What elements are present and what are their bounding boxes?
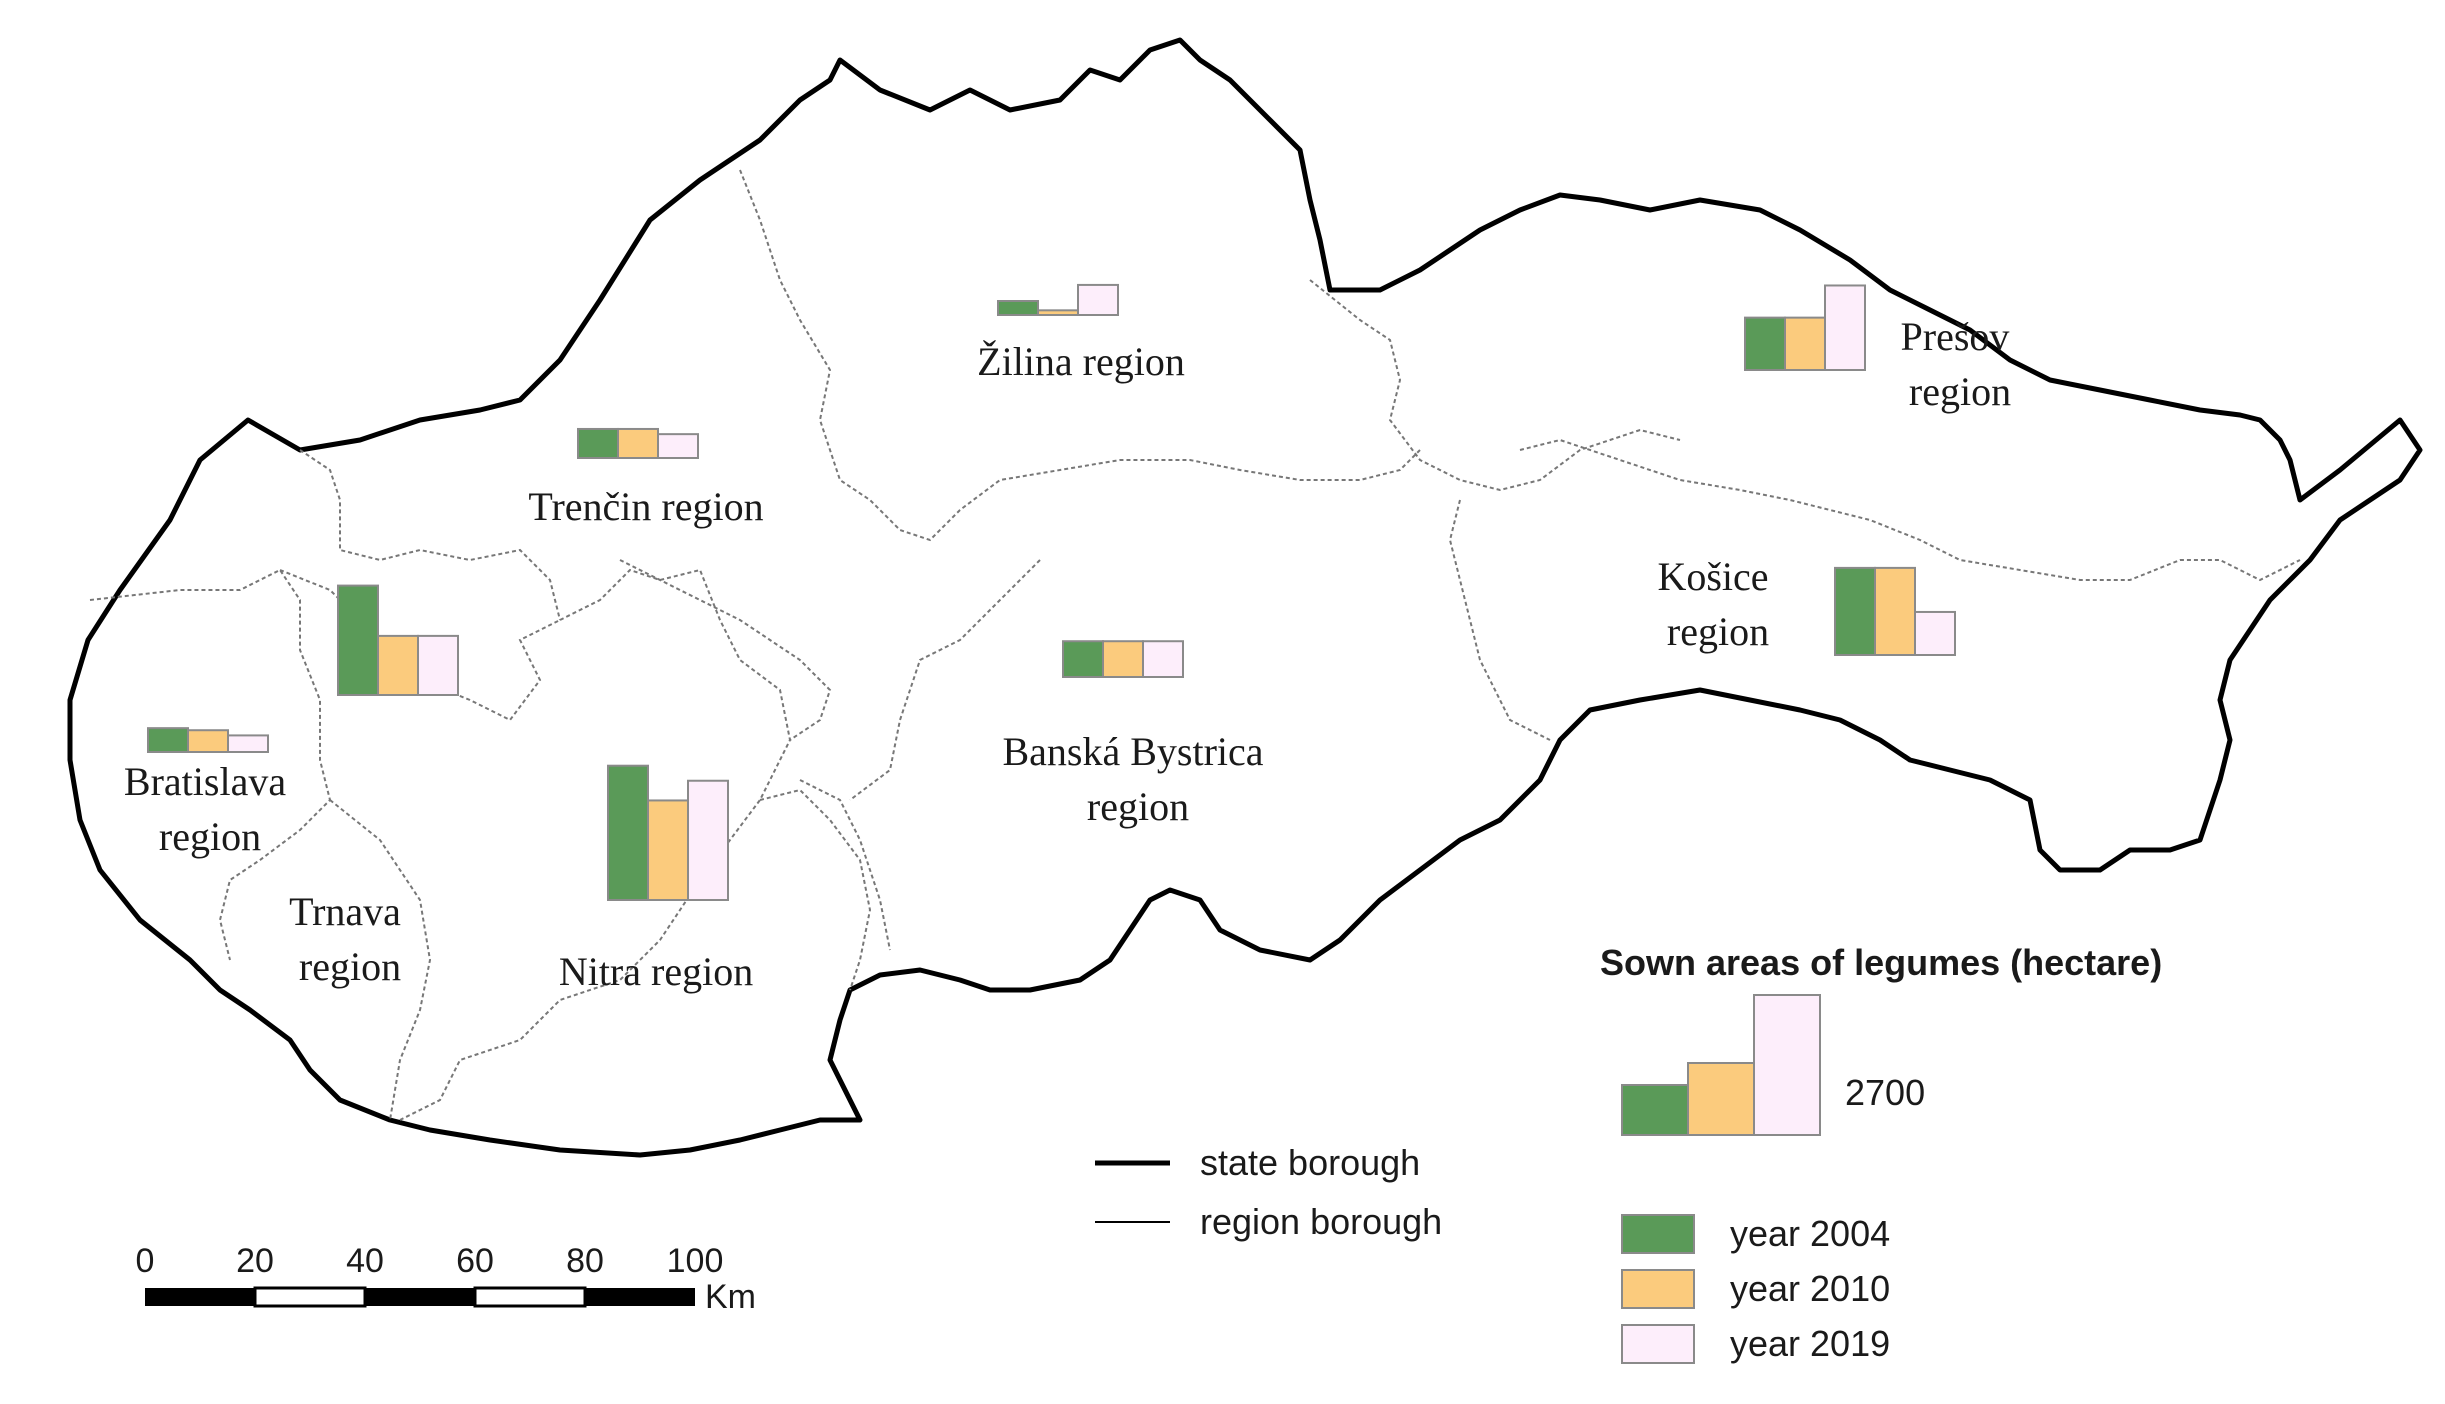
region-label-trnava: Trnava region <box>289 889 411 989</box>
bar-year-2019 <box>1077 283 1119 317</box>
legend-reference-bars <box>1621 994 1821 1136</box>
region-border-label: region borough <box>1200 1201 1442 1242</box>
region-label-banska-bystrica: Banská Bystrica region <box>1002 729 1273 829</box>
region-bar-charts <box>147 283 1956 902</box>
bar-year-2004 <box>337 584 379 696</box>
scale-segment <box>365 1288 475 1306</box>
scale-tick-0: 0 <box>136 1242 155 1280</box>
legend-label-2010: year 2010 <box>1730 1268 1890 1309</box>
region-label-kosice: Košice region <box>1657 554 1778 654</box>
scale-tick-40: 40 <box>346 1242 384 1280</box>
bar-year-2010 <box>1784 316 1826 372</box>
region-label-zilina: Žilina region <box>977 339 1185 384</box>
bar-year-2019 <box>657 433 699 460</box>
legend-reference-bar <box>1753 994 1821 1136</box>
bar-year-2010 <box>1037 309 1079 317</box>
bar-year-2010 <box>187 729 229 754</box>
bar-year-2010 <box>377 634 419 697</box>
scale-bar: 0 20 40 60 80 100 Km <box>136 1242 756 1316</box>
scale-tick-20: 20 <box>236 1242 274 1280</box>
legend-label-2019: year 2019 <box>1730 1323 1890 1364</box>
bar-year-2019 <box>687 779 729 901</box>
scale-segment <box>473 1286 587 1308</box>
legend-reference-value: 2700 <box>1845 1072 1925 1113</box>
legend-reference-bar <box>1687 1062 1755 1136</box>
legend-reference-bar <box>1621 1084 1689 1136</box>
bar-year-2004 <box>1834 566 1876 657</box>
legend-swatch-2010 <box>1621 1269 1695 1309</box>
bar-year-2010 <box>1874 566 1916 657</box>
scale-segment <box>253 1286 367 1308</box>
region-label-nitra: Nitra region <box>559 949 753 994</box>
bar-year-2010 <box>1102 640 1144 679</box>
legend-swatch-2019 <box>1621 1324 1695 1364</box>
bar-year-2004 <box>1744 316 1786 372</box>
legend: Sown areas of legumes (hectare) 2700 yea… <box>1600 942 2162 1364</box>
bar-year-2019 <box>1142 640 1184 679</box>
bar-year-2004 <box>577 427 619 459</box>
bar-year-2004 <box>997 300 1039 316</box>
legend-label-2004: year 2004 <box>1730 1213 1890 1254</box>
scale-tick-60: 60 <box>456 1242 494 1280</box>
legend-title: Sown areas of legumes (hectare) <box>1600 942 2162 983</box>
line-legend: state borough region borough <box>1095 1142 1442 1242</box>
bar-year-2019 <box>417 634 459 697</box>
bar-year-2019 <box>227 734 269 754</box>
scale-segment <box>145 1288 255 1306</box>
region-labels: Bratislava region Trnava region Trenčin … <box>124 314 2020 994</box>
region-label-bratislava: Bratislava region <box>124 759 296 859</box>
scale-segment <box>585 1288 695 1306</box>
bar-year-2004 <box>607 764 649 901</box>
bar-year-2004 <box>1062 640 1104 679</box>
scale-tick-100: 100 <box>667 1242 724 1280</box>
region-label-trencin: Trenčin region <box>528 484 763 529</box>
scale-unit: Km <box>705 1278 756 1316</box>
bar-year-2019 <box>1914 610 1956 656</box>
bar-year-2010 <box>647 799 689 902</box>
state-border <box>67 37 2423 1158</box>
bar-year-2010 <box>617 427 659 459</box>
bar-year-2004 <box>147 727 189 753</box>
legend-swatch-2004 <box>1621 1214 1695 1254</box>
region-label-presov: Prešov region <box>1901 314 2020 414</box>
bar-year-2019 <box>1824 284 1866 371</box>
state-border-label: state borough <box>1200 1142 1420 1183</box>
scale-tick-80: 80 <box>566 1242 604 1280</box>
